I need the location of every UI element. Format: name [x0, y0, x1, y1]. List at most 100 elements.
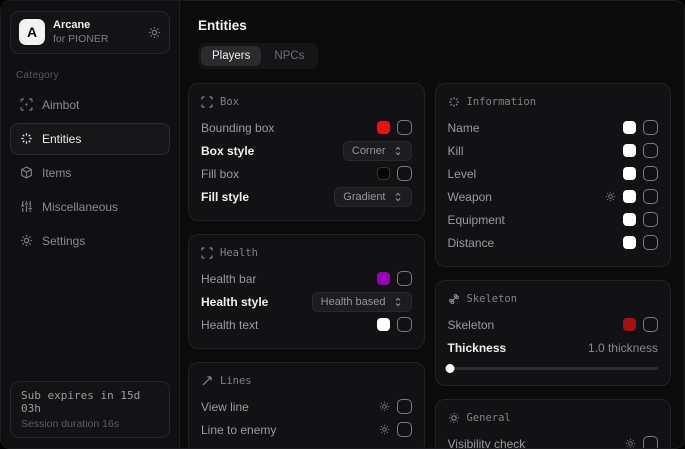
weapon-checkbox[interactable]	[643, 189, 658, 204]
slider-handle[interactable]	[445, 364, 455, 373]
kill-row: Kill	[448, 139, 658, 162]
row-label: Bounding box	[201, 120, 275, 135]
expand-icon	[393, 192, 403, 202]
gear-icon[interactable]	[379, 424, 390, 435]
app-name: Arcane	[53, 19, 91, 31]
view-line-row: View line	[201, 395, 412, 418]
sidebar: A Arcane for PIONER Category Aimbot	[1, 1, 180, 448]
color-swatch[interactable]	[623, 167, 636, 180]
entities-icon	[20, 132, 33, 145]
health-text-row: Health text	[201, 313, 412, 336]
skeleton-checkbox[interactable]	[643, 317, 658, 332]
row-label: Name	[447, 120, 480, 135]
expand-icon	[393, 146, 403, 156]
sidebar-item-label: Miscellaneous	[42, 199, 119, 214]
health-style-row: Health style Health based	[201, 290, 412, 313]
health-text-checkbox[interactable]	[396, 317, 412, 332]
box-style-row: Box style Corner	[201, 139, 412, 162]
box-panel-header: Box	[201, 96, 412, 108]
gear-icon[interactable]	[605, 191, 616, 202]
gear-icon	[20, 234, 33, 247]
row-label: Level	[447, 166, 477, 181]
bounding-box-checkbox[interactable]	[396, 120, 412, 135]
logo-text: Arcane for PIONER	[53, 19, 140, 46]
fill-style-select[interactable]: Gradient	[334, 186, 412, 207]
health-style-select[interactable]: Health based	[311, 291, 412, 312]
sub-expires-text: Sub expires in 15d 03h	[21, 389, 141, 415]
row-label: Fill box	[201, 166, 240, 181]
color-swatch[interactable]	[376, 121, 390, 134]
sidebar-nav: Aimbot Entities Items Miscellaneous	[10, 89, 170, 257]
sliders-icon	[20, 200, 33, 213]
equipment-checkbox[interactable]	[643, 212, 658, 227]
right-column: Information Name Kill	[434, 83, 671, 449]
sidebar-item-entities[interactable]: Entities	[10, 122, 170, 155]
diagonal-line-icon	[201, 375, 213, 387]
gear-icon[interactable]	[625, 438, 636, 448]
color-swatch[interactable]	[623, 121, 636, 134]
category-label: Category	[16, 69, 59, 81]
select-value: Corner	[351, 144, 386, 157]
select-value: Health based	[320, 295, 386, 308]
distance-checkbox[interactable]	[643, 235, 658, 250]
color-swatch[interactable]	[623, 144, 636, 157]
sidebar-item-label: Entities	[42, 131, 82, 146]
corner-brackets-icon	[201, 96, 213, 108]
view-line-checkbox[interactable]	[396, 399, 412, 414]
app-logo: A	[19, 19, 45, 46]
thickness-value: 1.0 thickness	[587, 340, 658, 355]
slider-track	[447, 367, 658, 370]
color-swatch[interactable]	[376, 272, 390, 285]
row-label: Equipment	[447, 212, 505, 227]
panel-title: Skeleton	[466, 293, 518, 305]
row-label: Thickness	[447, 340, 507, 355]
thickness-slider[interactable]	[445, 364, 658, 373]
expand-icon	[393, 297, 403, 307]
health-bar-checkbox[interactable]	[396, 271, 412, 286]
color-swatch[interactable]	[376, 167, 390, 180]
color-swatch[interactable]	[623, 318, 636, 331]
sparkle-icon	[448, 96, 460, 108]
skeleton-panel: Skeleton Skeleton Thickness 1.0 thicknes…	[434, 280, 671, 386]
kill-checkbox[interactable]	[643, 143, 658, 158]
box-panel: Box Bounding box Box style Corne	[188, 83, 425, 221]
name-checkbox[interactable]	[643, 120, 658, 135]
skeleton-row: Skeleton	[448, 313, 658, 336]
gear-icon[interactable]	[379, 401, 390, 412]
information-panel: Information Name Kill	[434, 83, 671, 267]
visibility-check-row: Visibility check	[447, 432, 658, 449]
color-swatch[interactable]	[376, 318, 390, 331]
package-icon	[20, 166, 33, 179]
sidebar-item-label: Items	[42, 165, 72, 180]
sidebar-item-aimbot[interactable]: Aimbot	[10, 89, 170, 121]
left-column: Box Bounding box Box style Corne	[188, 83, 425, 448]
box-style-select[interactable]: Corner	[342, 140, 412, 161]
lines-panel: Lines View line Line to enemy	[188, 362, 425, 448]
panel-title: General	[466, 412, 511, 424]
tab-players[interactable]: Players	[201, 46, 262, 66]
visibility-check-checkbox[interactable]	[643, 436, 658, 448]
color-swatch[interactable]	[623, 190, 636, 203]
select-value: Gradient	[343, 190, 386, 203]
entity-type-tabs: Players NPCs	[198, 43, 319, 69]
corner-brackets-icon	[201, 247, 213, 259]
gear-icon[interactable]	[148, 26, 161, 39]
tab-npcs[interactable]: NPCs	[274, 50, 305, 62]
information-panel-header: Information	[448, 96, 659, 108]
row-label: Visibility check	[447, 436, 526, 449]
sidebar-item-items[interactable]: Items	[10, 157, 170, 189]
color-swatch[interactable]	[623, 236, 636, 249]
lines-panel-header: Lines	[201, 375, 412, 387]
sidebar-item-miscellaneous[interactable]: Miscellaneous	[10, 191, 170, 223]
sidebar-item-settings[interactable]: Settings	[10, 225, 170, 257]
color-swatch[interactable]	[623, 213, 636, 226]
fill-box-checkbox[interactable]	[396, 166, 412, 181]
panel-title: Box	[220, 96, 239, 108]
fill-box-row: Fill box	[201, 162, 412, 185]
sun-icon	[448, 412, 460, 424]
level-checkbox[interactable]	[643, 166, 658, 181]
line-to-enemy-checkbox[interactable]	[396, 422, 412, 437]
health-panel: Health Health bar Health style H	[188, 234, 425, 349]
row-label: Line to enemy	[201, 422, 277, 437]
